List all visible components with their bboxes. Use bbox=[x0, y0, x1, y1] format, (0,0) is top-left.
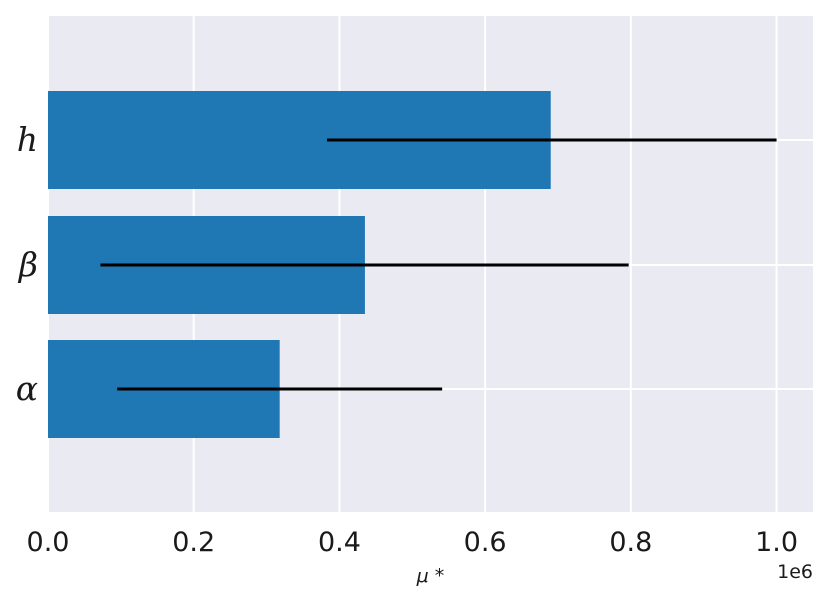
x-tick-label: 0.0 bbox=[27, 527, 70, 558]
y-category-labels: h β α bbox=[16, 120, 38, 408]
x-axis-title: μ * bbox=[416, 565, 445, 587]
error-bar-layer bbox=[100, 138, 777, 391]
x-tick-label: 0.8 bbox=[609, 527, 652, 558]
x-tick-label: 0.6 bbox=[464, 527, 507, 558]
x-tick-labels: 0.0 0.2 0.4 0.6 0.8 1.0 bbox=[27, 527, 799, 558]
axis-offset-label: 1e6 bbox=[777, 561, 813, 583]
x-tick-label: 0.4 bbox=[318, 527, 361, 558]
y-category-label: α bbox=[16, 369, 38, 408]
x-tick-label: 0.2 bbox=[172, 527, 215, 558]
y-category-label: β bbox=[17, 245, 38, 284]
x-tick-label: 1.0 bbox=[755, 527, 798, 558]
y-category-label: h bbox=[17, 120, 38, 159]
